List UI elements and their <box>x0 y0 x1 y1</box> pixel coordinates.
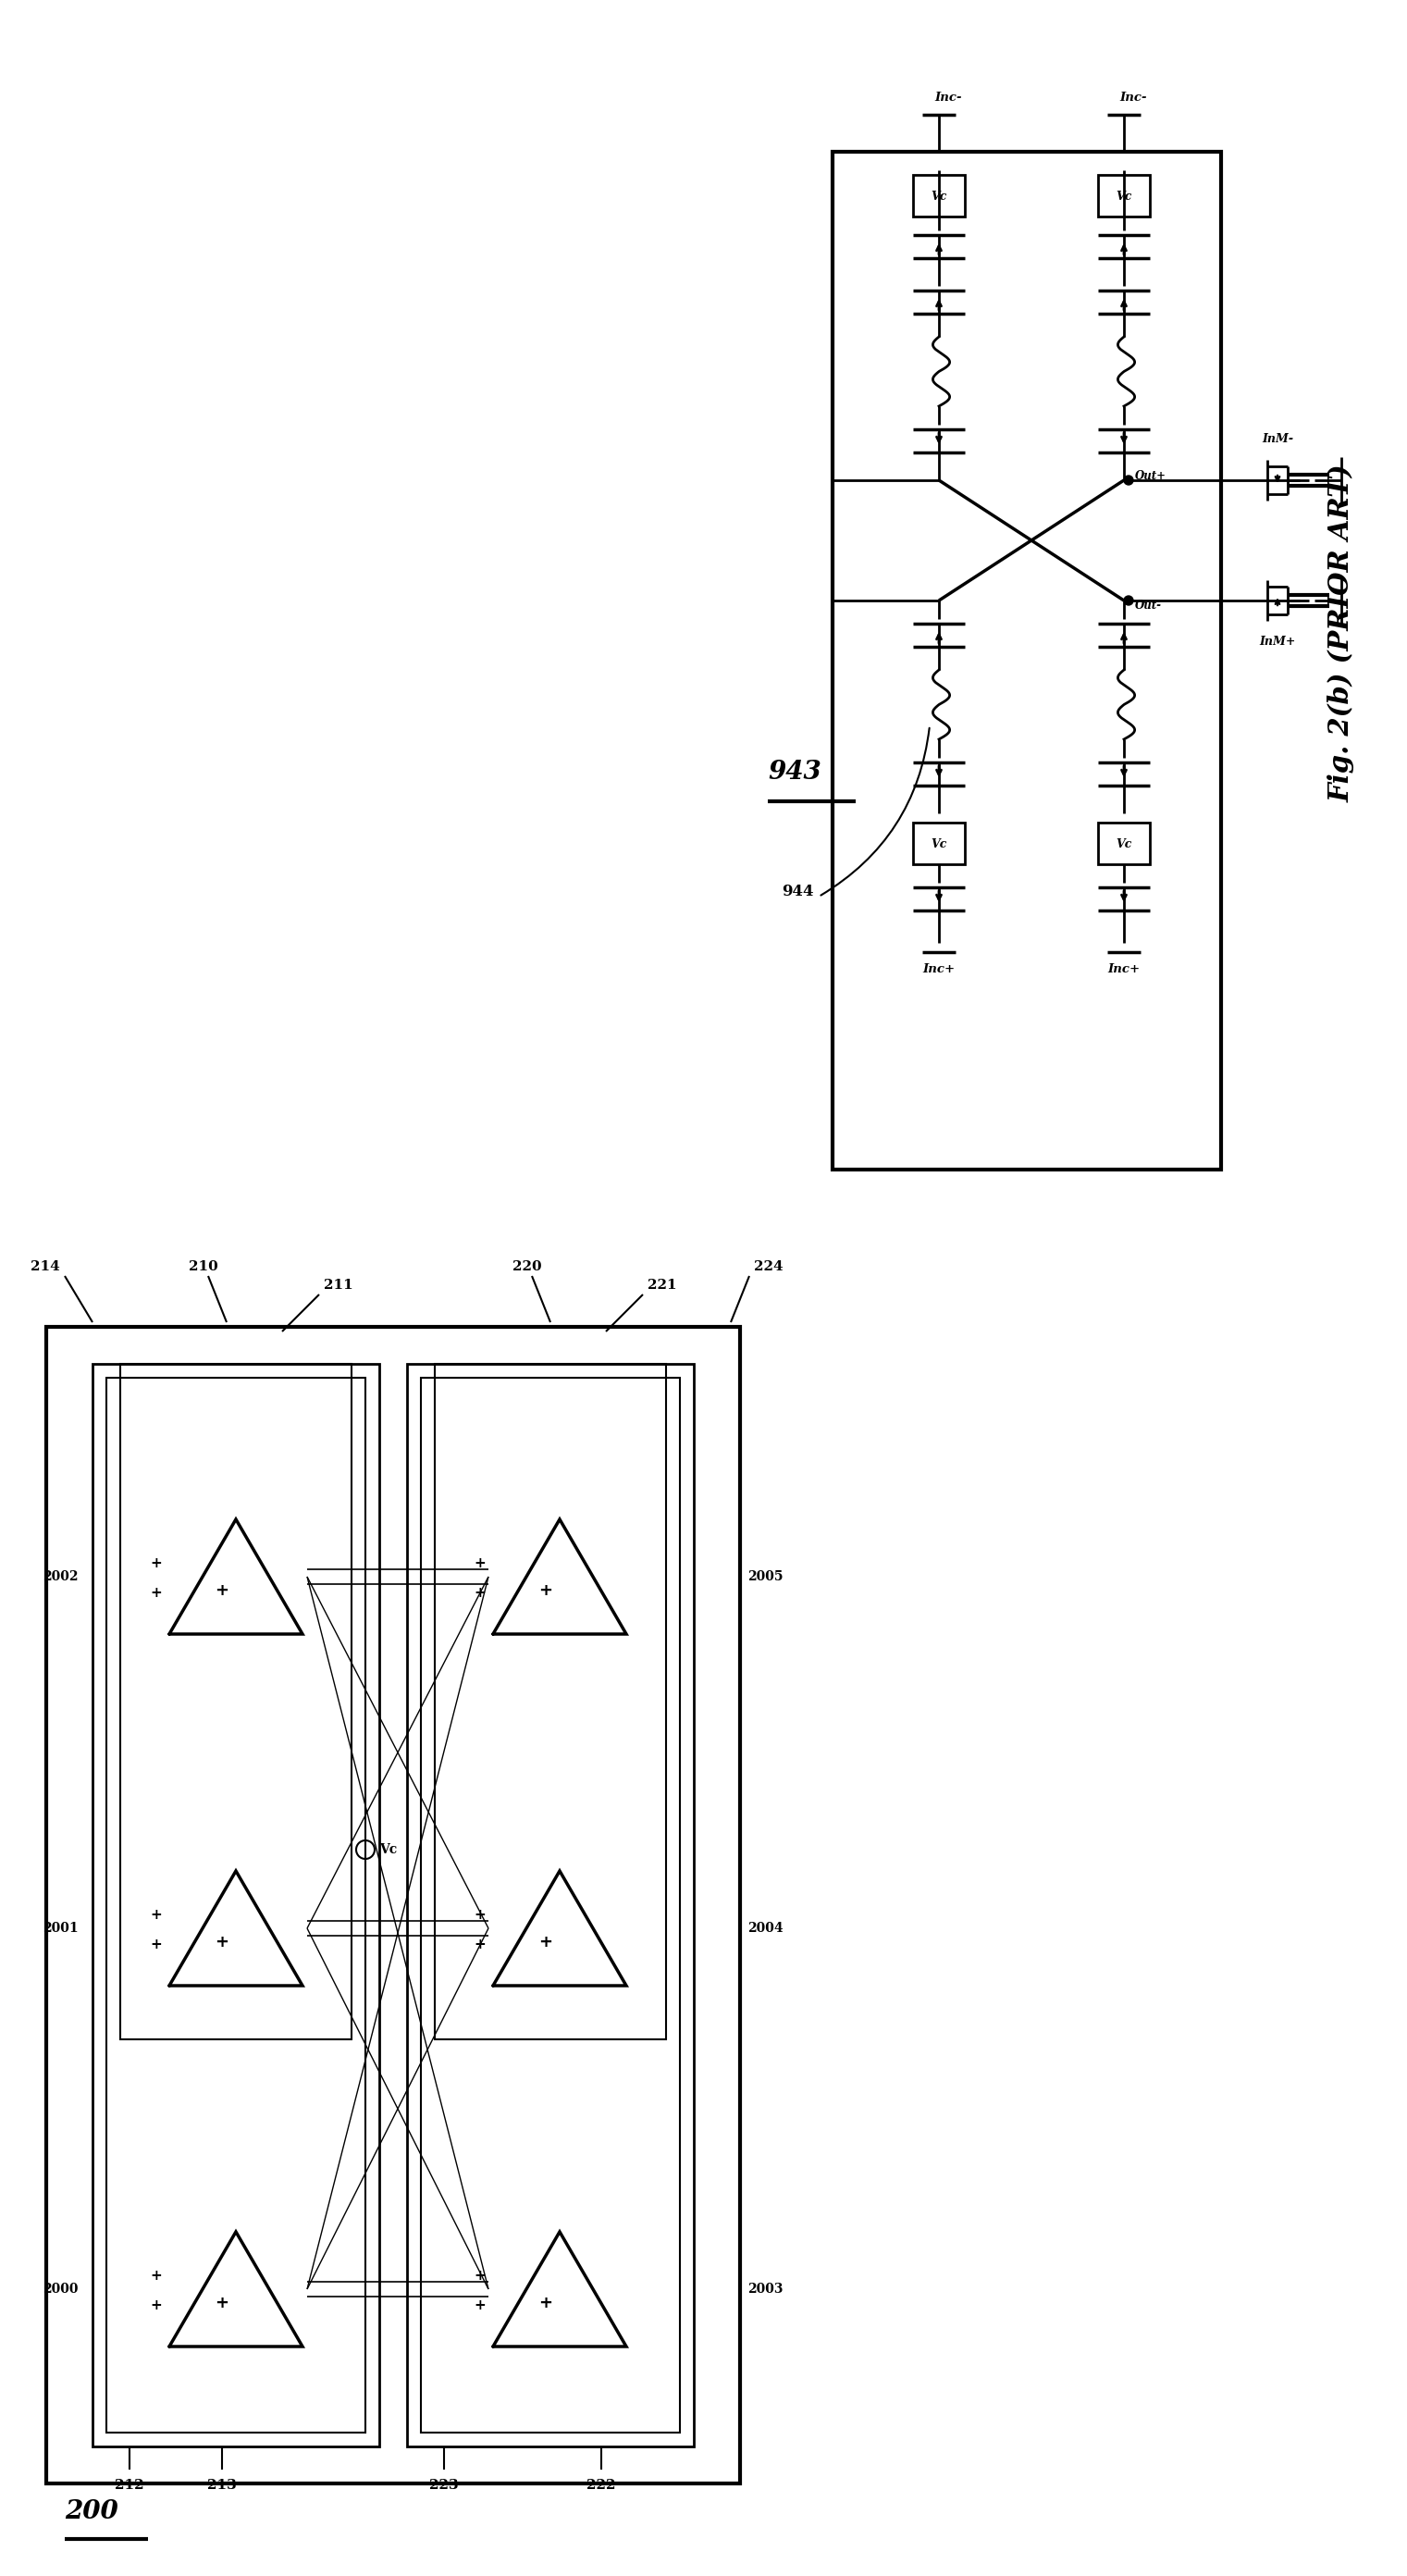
Bar <box>407 1363 694 2447</box>
Text: +: + <box>151 2269 162 2282</box>
Text: +: + <box>151 1906 162 1922</box>
Bar <box>435 1363 666 2040</box>
Text: +: + <box>474 1587 485 1600</box>
Text: 200: 200 <box>65 2499 118 2524</box>
Text: Fig. 2(b) (PRIOR ART): Fig. 2(b) (PRIOR ART) <box>1328 464 1355 801</box>
Bar <box>107 1378 366 2432</box>
Text: +: + <box>539 1582 553 1600</box>
Text: 223: 223 <box>429 2478 459 2491</box>
Text: +: + <box>215 2295 229 2311</box>
Bar <box>120 1363 352 2040</box>
Text: InM+: InM+ <box>1259 636 1296 647</box>
Text: 2001: 2001 <box>42 1922 79 1935</box>
Text: +: + <box>215 1935 229 1950</box>
Text: 210: 210 <box>189 1260 218 1273</box>
Text: 2005: 2005 <box>747 1571 784 1584</box>
Text: 2004: 2004 <box>747 1922 784 1935</box>
Bar <box>46 1327 740 2483</box>
Circle shape <box>1124 595 1133 605</box>
Text: 214: 214 <box>31 1260 61 1273</box>
Text: Vc: Vc <box>931 191 947 201</box>
Text: 222: 222 <box>587 2478 616 2491</box>
Text: Inc-: Inc- <box>1120 93 1147 103</box>
Text: 220: 220 <box>512 1260 542 1273</box>
Text: 211: 211 <box>324 1278 353 1291</box>
Text: +: + <box>539 2295 553 2311</box>
Text: InM-: InM- <box>1262 433 1293 446</box>
Text: Inc+: Inc+ <box>1107 963 1140 976</box>
Text: +: + <box>474 1906 485 1922</box>
Text: 213: 213 <box>207 2478 236 2491</box>
Bar <box>421 1378 680 2432</box>
Text: 212: 212 <box>115 2478 144 2491</box>
Text: +: + <box>539 1935 553 1950</box>
Text: +: + <box>474 1937 485 1953</box>
Text: 2003: 2003 <box>747 2282 784 2295</box>
Text: +: + <box>151 1587 162 1600</box>
Bar <box>913 822 965 863</box>
Text: +: + <box>151 1556 162 1569</box>
Text: 2002: 2002 <box>44 1571 79 1584</box>
Text: +: + <box>215 1582 229 1600</box>
Bar <box>93 1363 380 2447</box>
Circle shape <box>1124 477 1133 484</box>
FancyArrowPatch shape <box>820 729 930 896</box>
Bar <box>913 175 965 216</box>
Text: +: + <box>151 2298 162 2313</box>
Text: 224: 224 <box>754 1260 784 1273</box>
Bar <box>1097 175 1150 216</box>
Text: Vc: Vc <box>1116 191 1133 201</box>
Text: 943: 943 <box>768 760 822 783</box>
Text: 2000: 2000 <box>44 2282 79 2295</box>
Text: +: + <box>474 2298 485 2313</box>
Bar <box>833 152 1221 1170</box>
Text: 944: 944 <box>782 884 815 899</box>
Text: Vc: Vc <box>1116 837 1133 850</box>
Text: Out-: Out- <box>1135 600 1162 611</box>
Text: Vc: Vc <box>931 837 947 850</box>
Text: 221: 221 <box>647 1278 677 1291</box>
Bar <box>1097 822 1150 863</box>
Text: +: + <box>151 1937 162 1953</box>
Text: Out+: Out+ <box>1135 469 1166 482</box>
Text: Inc-: Inc- <box>934 93 962 103</box>
Text: Vc: Vc <box>380 1844 397 1857</box>
Text: +: + <box>474 2269 485 2282</box>
Text: Inc+: Inc+ <box>923 963 955 976</box>
Text: +: + <box>474 1556 485 1569</box>
